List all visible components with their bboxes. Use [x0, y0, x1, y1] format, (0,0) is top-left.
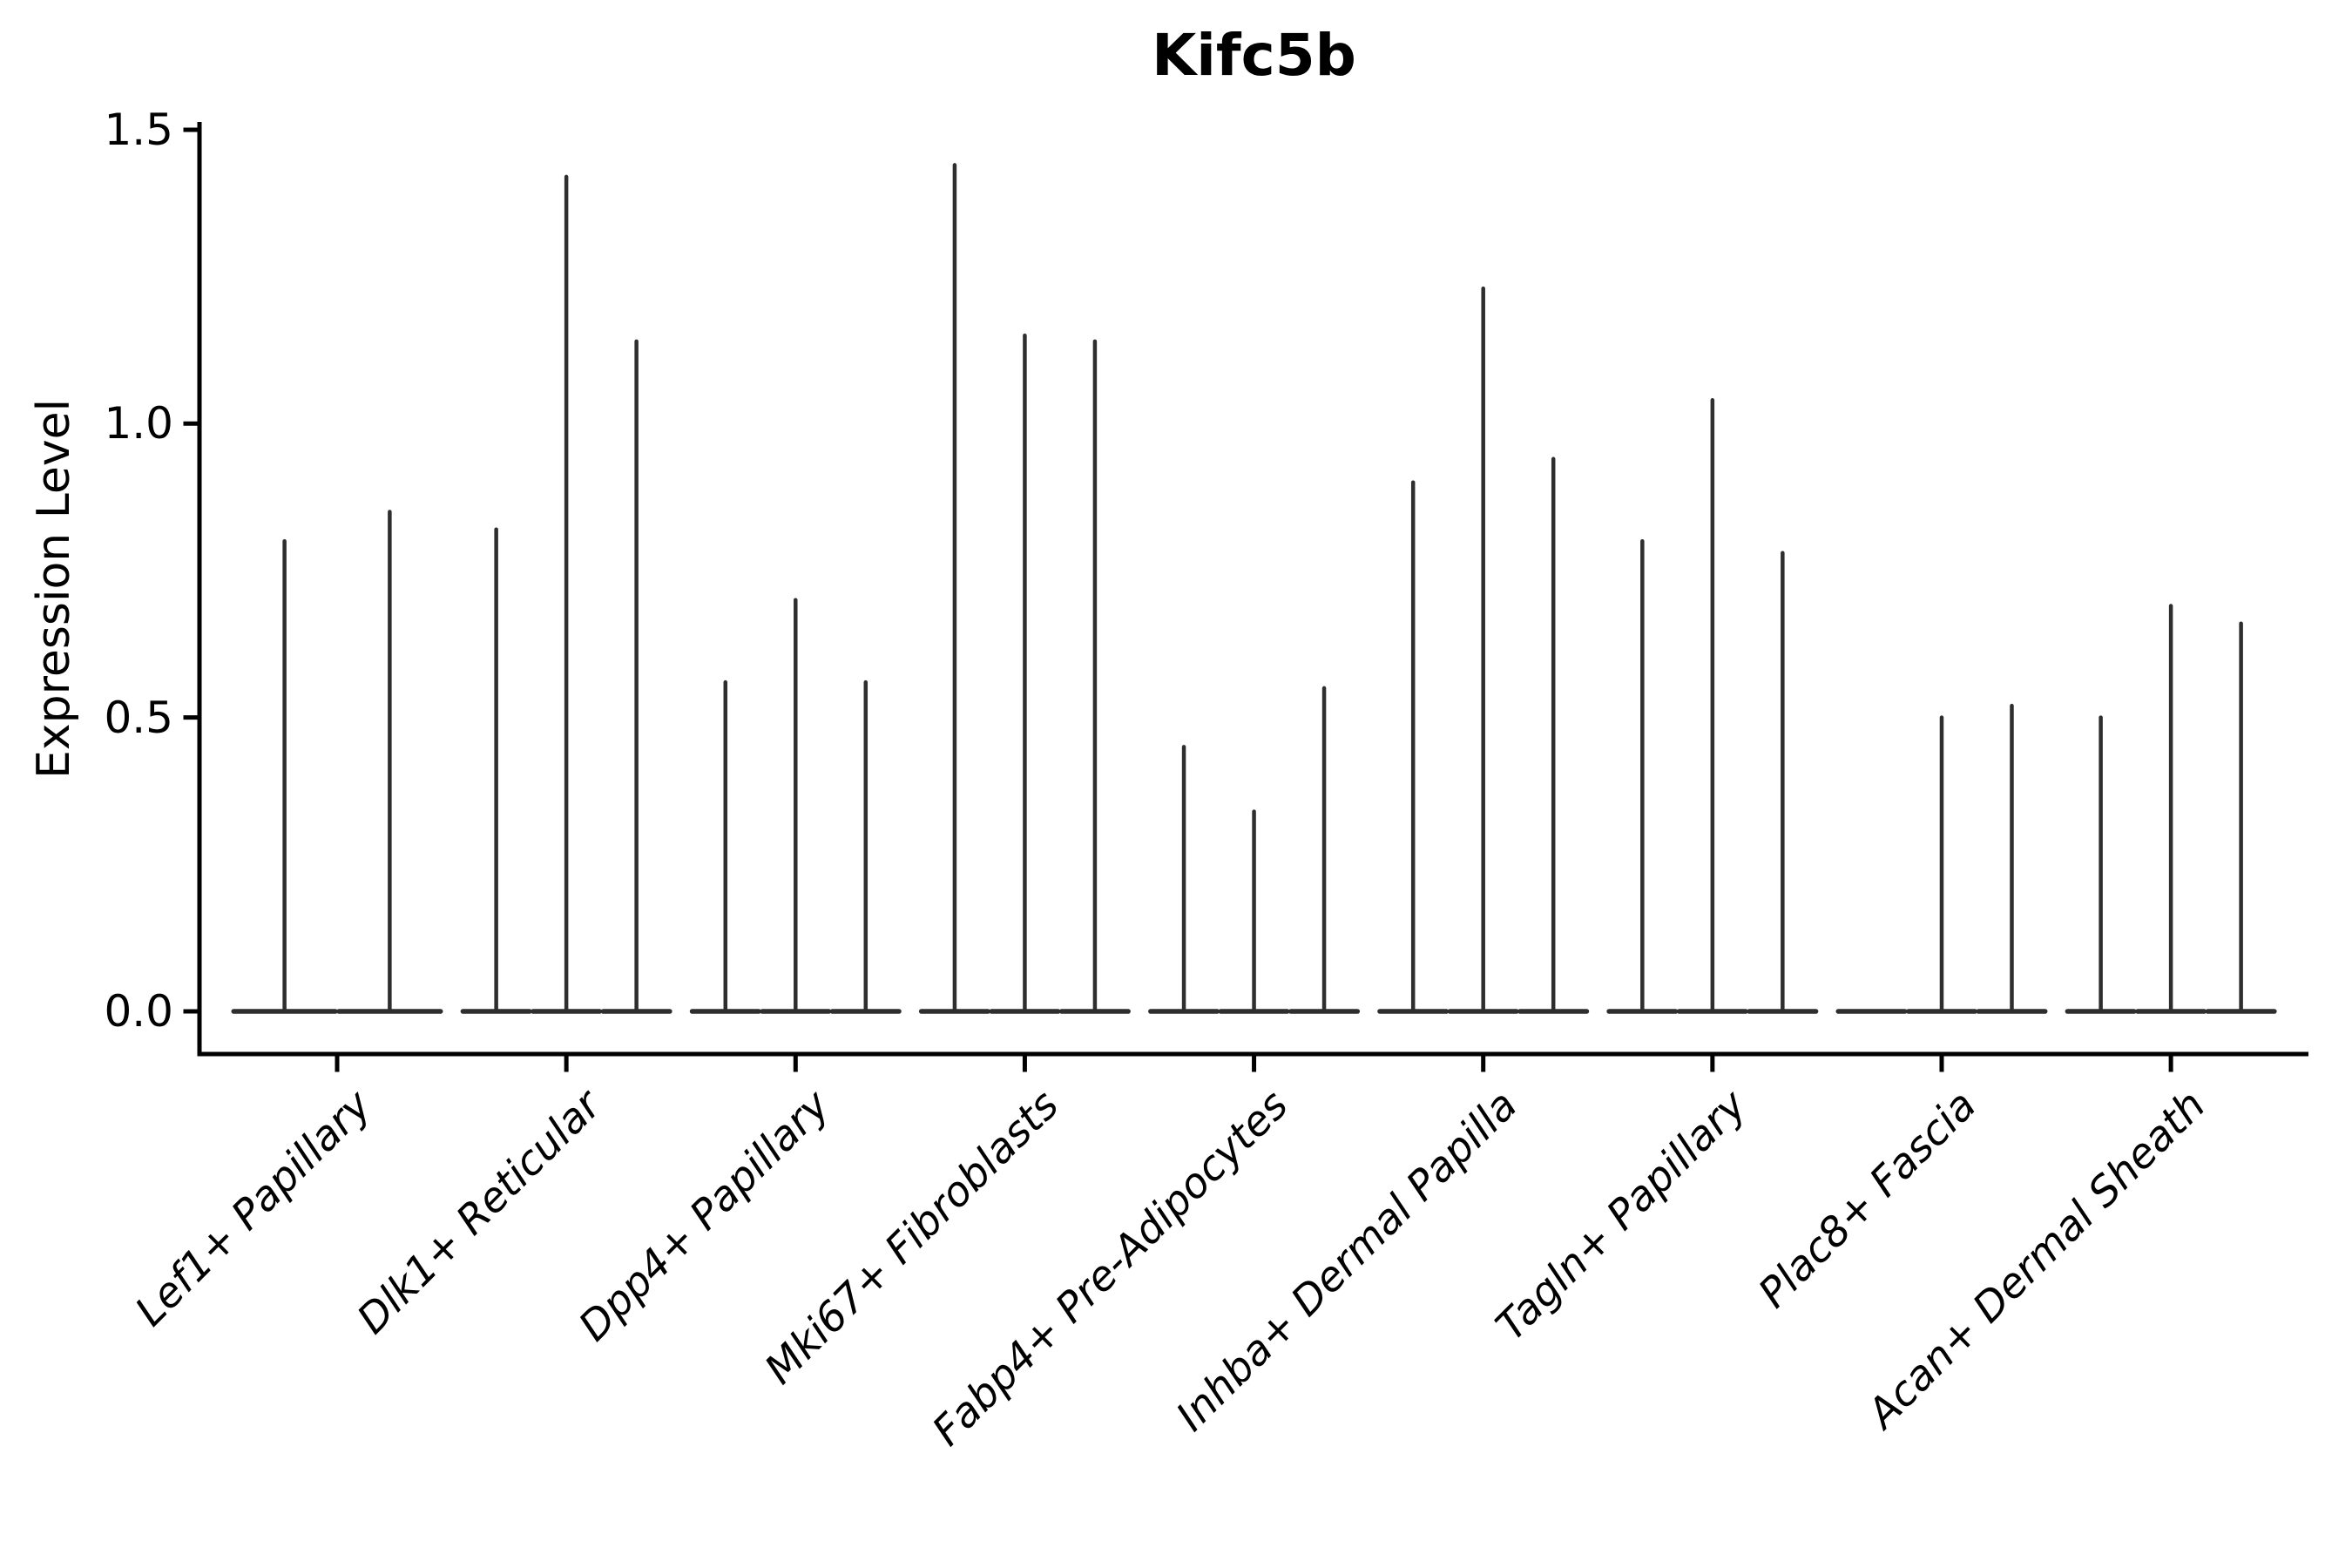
y-tick-label: 0.5	[104, 692, 173, 743]
y-tick-label: 0.0	[104, 986, 173, 1037]
chart-title: Kifc5b	[1152, 22, 1356, 89]
y-tick-label: 1.5	[104, 104, 173, 155]
y-tick-label: 1.0	[104, 398, 173, 449]
